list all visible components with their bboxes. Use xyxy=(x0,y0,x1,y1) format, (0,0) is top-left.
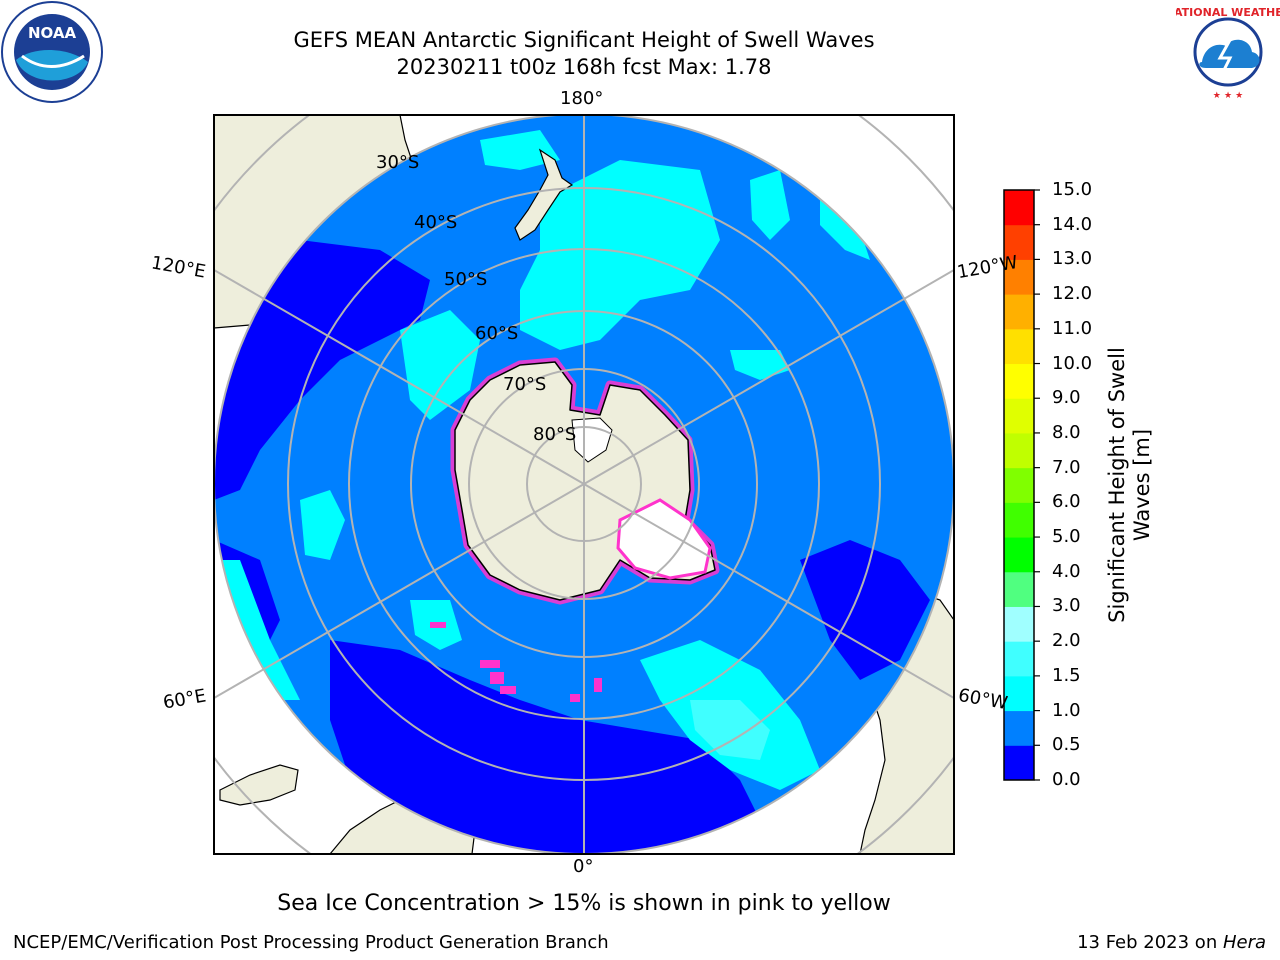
colorbar-tick-label: 7.0 xyxy=(1052,456,1081,478)
colorbar-tick-label: 0.0 xyxy=(1052,769,1081,790)
colorbar-tick-label: 12.0 xyxy=(1052,283,1093,305)
colorbar-swatch xyxy=(1004,745,1034,781)
sea-ice-patches xyxy=(430,622,602,702)
weddell-sea-ice xyxy=(616,498,712,580)
colorbar-tick-label: 6.0 xyxy=(1052,491,1081,513)
colorbar-swatch xyxy=(1004,363,1034,399)
colorbar-swatch xyxy=(1004,537,1034,573)
lon-label-0: 0° xyxy=(573,856,594,877)
colorbar-swatch xyxy=(1004,675,1034,712)
colorbar-swatch xyxy=(1004,398,1034,434)
graticule xyxy=(214,115,954,854)
colorbar-tick-label: 1.0 xyxy=(1052,699,1081,721)
colorbar-tick-label: 9.0 xyxy=(1052,387,1081,409)
land-madagascar xyxy=(219,764,299,806)
colorbar-swatch xyxy=(1004,467,1034,503)
colorbar-tick-label: 1.5 xyxy=(1052,664,1081,686)
colorbar-tick-label: 0.5 xyxy=(1052,734,1081,756)
lat-label-30s: 30°S xyxy=(376,152,420,173)
svg-text:★ ★ ★: ★ ★ ★ xyxy=(1213,91,1243,101)
colorbar-tick-label: 10.0 xyxy=(1052,352,1093,374)
chart-subtitle: 20230211 t00z 168h fcst Max: 1.78 xyxy=(396,55,772,79)
credit-left: NCEP/EMC/Verification Post Processing Pr… xyxy=(13,932,609,953)
svg-text:NATIONAL WEATHER: NATIONAL WEATHER xyxy=(1176,6,1280,19)
lat-label-50s: 50°S xyxy=(444,269,488,290)
lat-label-80s: 80°S xyxy=(533,424,577,445)
colorbar-swatch xyxy=(1004,641,1034,677)
colorbar-swatch xyxy=(1004,259,1034,295)
lon-label-180: 180° xyxy=(560,88,604,109)
noaa-logo-text: NOAA xyxy=(28,24,77,42)
noaa-logo: NOAA xyxy=(1,1,103,103)
colorbar-swatch xyxy=(1004,190,1034,226)
chart-title: GEFS MEAN Antarctic Significant Height o… xyxy=(293,28,875,52)
land-new-zealand xyxy=(514,148,574,241)
colorbar-border xyxy=(1003,189,1035,781)
colorbar xyxy=(1003,189,1040,781)
colorbar-tick-label: 15.0 xyxy=(1052,179,1093,200)
lat-label-70s: 70°S xyxy=(503,374,547,395)
credit-host: Hera xyxy=(1222,932,1266,953)
credit-date: 13 Feb 2023 on xyxy=(1077,932,1223,953)
colorbar-tick-label: 13.0 xyxy=(1052,248,1093,270)
colorbar-swatch xyxy=(1004,432,1034,469)
colorbar-tick-label: 3.0 xyxy=(1052,595,1081,617)
credit-right: 13 Feb 2023 on Hera xyxy=(1077,933,1266,953)
sea-ice-note: Sea Ice Concentration > 15% is shown in … xyxy=(277,891,891,916)
map-frame xyxy=(213,114,955,855)
colorbar-tick-label: 14.0 xyxy=(1052,213,1093,235)
colorbar-swatch xyxy=(1004,606,1034,642)
colorbar-swatch xyxy=(1004,294,1034,330)
lat-label-40s: 40°S xyxy=(414,212,458,233)
colorbar-swatch xyxy=(1004,571,1034,607)
nws-logo: NATIONAL WEATHER ★ ★ ★ xyxy=(1176,2,1280,102)
colorbar-tick-label: 11.0 xyxy=(1052,317,1093,339)
colorbar-swatch xyxy=(1004,710,1034,746)
colorbar-swatch xyxy=(1004,502,1034,538)
colorbar-tick-label: 4.0 xyxy=(1052,560,1081,582)
colorbar-tick-label: 2.0 xyxy=(1052,630,1081,652)
colorbar-swatch xyxy=(1004,328,1034,365)
colorbar-tick-label: 5.0 xyxy=(1052,526,1081,548)
colorbar-swatch xyxy=(1004,224,1034,260)
colorbar-tick-label: 8.0 xyxy=(1052,421,1081,443)
lat-label-60s: 60°S xyxy=(475,323,519,344)
